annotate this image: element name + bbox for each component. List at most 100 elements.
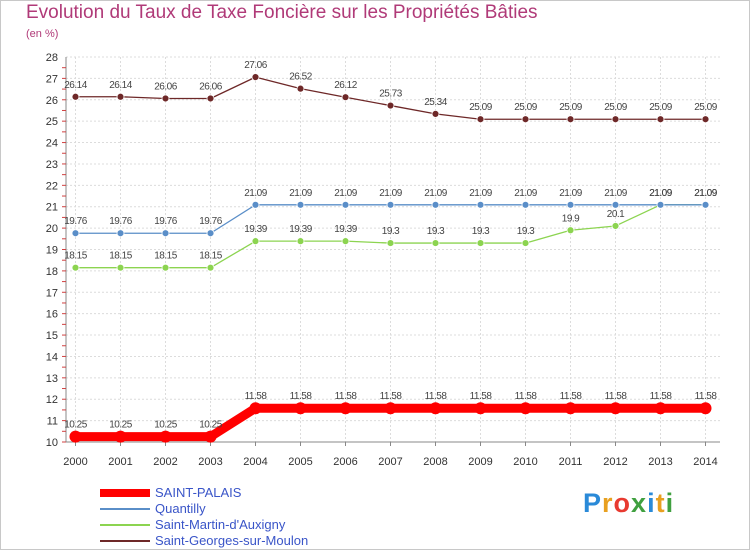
data-label: 20.1 [607,209,625,220]
y-tick-label: 24 [46,138,58,150]
x-tick-labels: 2000 2001 2002 2003 2004 2005 2006 2007 2008 2009… [63,456,717,468]
x-tick-label: 2006 [333,456,357,468]
y-tick-label: 27 [46,73,58,85]
data-label: 27.06 [244,60,267,71]
logo-letter: o [613,488,632,518]
data-point [521,200,530,209]
data-point [116,92,125,101]
data-point [206,229,215,238]
data-label: 19.76 [154,216,177,227]
y-tick-label: 18 [46,266,58,278]
data-point [519,402,532,415]
data-point [206,263,215,272]
data-point [384,402,397,415]
legend-label: Quantilly [155,501,206,516]
data-label: 11.58 [245,391,268,402]
data-point [386,101,395,110]
data-label: 26.14 [109,80,132,91]
data-label: 11.58 [425,391,448,402]
x-tick-label: 2001 [108,456,132,468]
legend-item: SAINT-PALAIS [100,485,360,501]
data-label: 25.09 [694,102,717,113]
data-point [206,94,215,103]
data-label: 21.09 [514,188,537,199]
legend-item: Quantilly [100,501,360,517]
data-point [656,115,665,124]
data-point [116,263,125,272]
data-point [294,402,307,415]
data-label: 18.15 [199,251,222,262]
y-tick-label: 13 [46,373,58,385]
logo-letter: r [602,488,614,518]
data-label: 21.09 [334,188,357,199]
data-point [251,73,260,82]
data-label: 19.3 [472,226,490,237]
data-label: 25.34 [424,97,447,108]
data-point [429,402,442,415]
y-tick-labels: 10 11 12 13 14 15 16 17 18 19 20 21 22 23 24 25 26 27 28 [46,52,58,449]
data-label: 21.09 [694,188,717,199]
data-point [339,402,352,415]
data-point [611,200,620,209]
data-label: 19.9 [562,213,580,224]
data-point [611,222,620,230]
y-tick-label: 12 [46,394,58,406]
y-tick-label: 10 [46,437,58,449]
logo-letter: i [665,488,675,518]
data-label: 21.09 [604,188,627,199]
x-tick-label: 2011 [559,456,583,468]
data-point [296,200,305,209]
data-label: 10.25 [199,420,222,431]
data-label: 11.58 [515,391,538,402]
proxiti-logo: Proxiti [583,488,674,519]
data-label: 25.09 [649,102,672,113]
data-point [71,92,80,101]
data-point [341,200,350,209]
y-tick-label: 17 [46,287,58,299]
y-tick-label: 20 [46,223,58,235]
y-tick-label: 15 [46,330,58,342]
data-label: 10.25 [64,420,87,431]
y-tick-label: 19 [46,245,58,257]
axes [62,57,720,446]
series-lines [69,73,712,443]
data-point [114,430,127,443]
x-tick-label: 2005 [288,456,312,468]
data-point [654,402,667,415]
x-tick-label: 2012 [603,456,627,468]
data-point [251,200,260,209]
data-point [341,237,350,246]
x-tick-label: 2013 [648,456,672,468]
data-label: 25.09 [604,102,627,113]
y-tick-label: 16 [46,309,58,321]
data-label: 19.39 [334,224,357,235]
logo-letter: x [631,488,648,518]
logo-letter: t [655,488,666,518]
legend-label: Saint-Martin-d'Auxigny [155,517,286,532]
legend-swatch [100,540,150,542]
data-point [656,200,665,209]
data-label: 21.09 [289,188,312,199]
data-point [566,226,575,235]
data-label: 10.25 [154,420,177,431]
y-tick-label: 28 [46,52,58,64]
data-point [521,115,530,124]
data-label: 21.09 [244,188,267,199]
x-tick-label: 2000 [63,456,87,468]
data-point [566,200,575,209]
x-tick-label: 2002 [153,456,177,468]
x-tick-label: 2010 [513,456,537,468]
gridlines [66,56,720,443]
data-label: 19.76 [109,216,132,227]
data-point [251,237,260,246]
data-label: 10.25 [109,420,132,431]
x-tick-label: 2008 [423,456,447,468]
data-label: 11.58 [605,391,628,402]
data-point [71,263,80,272]
data-point [521,239,530,247]
legend-label: SAINT-PALAIS [155,485,242,500]
y-tick-label: 22 [46,180,58,192]
data-point [386,200,395,209]
data-label: 25.09 [514,102,537,113]
data-point [564,402,577,415]
